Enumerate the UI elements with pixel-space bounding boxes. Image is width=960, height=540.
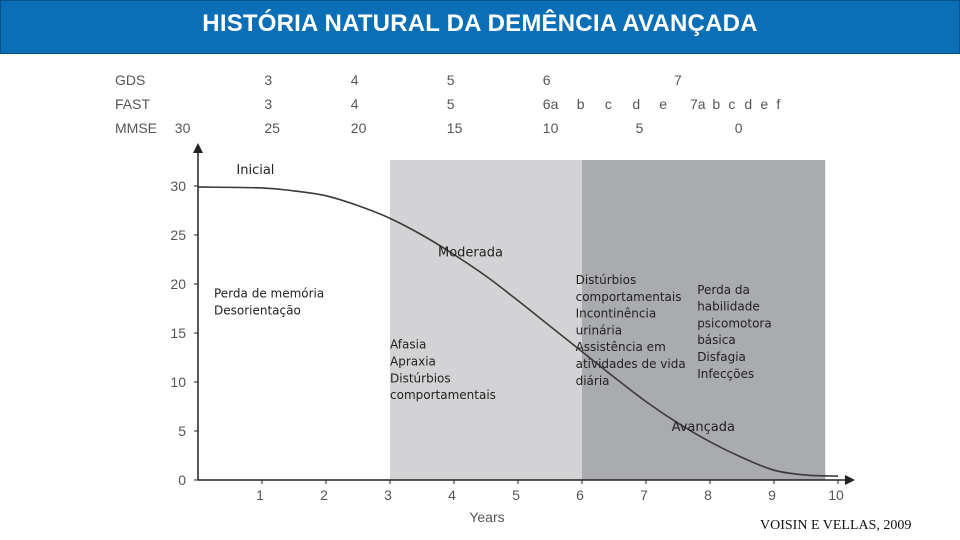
symptom-line: comportamentais: [390, 388, 496, 402]
gds-scale-value-2: 5: [447, 72, 455, 88]
mmse-scale-value-6: 0: [735, 120, 743, 136]
x-tick-label-2: 2: [320, 487, 328, 503]
source-credit: VOISIN E VELLAS, 2009: [760, 518, 912, 533]
symptom-line: Distúrbios: [390, 371, 451, 385]
mmse-scale-value-3: 15: [447, 120, 463, 136]
fast-scale-value-0: 3: [264, 96, 272, 112]
y-tick-label-0: 0: [178, 472, 186, 488]
y-tick-label-5: 5: [178, 423, 186, 439]
fast-scale-value-3: 6a: [543, 96, 559, 112]
y-tick-label-25: 25: [170, 227, 186, 243]
symptom-line: urinária: [576, 323, 622, 337]
stage-label-1: Moderada: [438, 246, 503, 261]
symptom-line: Infecções: [697, 367, 754, 381]
stage-band-0: [390, 160, 582, 480]
x-tick-label-6: 6: [576, 487, 584, 503]
stage-band-1: [582, 160, 826, 480]
symptom-annotation-2: Distúrbios comportamentais Incontinência ur…: [576, 273, 686, 388]
symptom-line: psicomotora: [697, 316, 772, 330]
gds-scale-value-4: 7: [674, 72, 682, 88]
symptom-line: Apraxia: [390, 354, 436, 368]
fast-scale-value-11: d: [744, 96, 752, 112]
stage-label-0: Inicial: [236, 163, 274, 178]
gds-scale-label: GDS: [115, 72, 145, 88]
x-tick-label-3: 3: [384, 487, 392, 503]
y-tick-label-30: 30: [170, 178, 186, 194]
x-tick-label-8: 8: [704, 487, 712, 503]
y-tick-label-20: 20: [170, 276, 186, 292]
symptom-annotation-1: Afasia Apraxia Distúrbios comportamentais: [390, 338, 496, 402]
fast-scale-value-12: e: [760, 96, 768, 112]
y-tick-label-10: 10: [170, 374, 186, 390]
symptom-line: Desorientação: [214, 304, 301, 318]
gds-scale-value-1: 4: [351, 72, 359, 88]
x-tick-label-5: 5: [512, 487, 520, 503]
symptom-line: Perda da: [697, 283, 750, 297]
x-axis-arrow: [845, 475, 855, 485]
symptom-line: Afasia: [390, 338, 426, 352]
x-axis-title: Years: [469, 509, 504, 525]
symptom-line: Incontinência: [576, 307, 657, 321]
symptom-line: Distúrbios: [576, 273, 637, 287]
mmse-scale-value-4: 10: [543, 120, 559, 136]
symptom-line: habilidade: [697, 300, 760, 314]
chart-axes: 1 2 3 4 5 6 7 8 9 10 0 5 10 15 20 25 30 Years: [170, 143, 855, 525]
mmse-scale-value-2: 20: [351, 120, 367, 136]
y-axis-arrow: [193, 143, 203, 153]
mmse-scale-value-5: 5: [636, 120, 644, 136]
gds-scale-value-3: 6: [543, 72, 551, 88]
symptom-line: Assistência em: [576, 340, 666, 354]
x-tick-label-9: 9: [768, 487, 776, 503]
fast-scale-value-6: d: [632, 96, 640, 112]
mmse-scale-value-0: 30: [175, 120, 191, 136]
stage-label-2: Avançada: [672, 420, 735, 435]
mmse-scale-label: MMSE: [115, 120, 157, 136]
fast-scale-value-8: 7a: [690, 96, 706, 112]
symptom-line: diária: [576, 374, 610, 388]
symptom-line: básica: [697, 333, 736, 347]
fast-scale-label: FAST: [115, 96, 150, 112]
mmse-scale-value-1: 25: [264, 120, 280, 136]
symptom-annotation-0: Perda de memória Desorientação: [214, 287, 324, 318]
symptom-annotations: Inicial Moderada Avançada Perda de memória D…: [214, 163, 772, 435]
x-tick-label-10: 10: [828, 487, 844, 503]
x-tick-label-1: 1: [256, 487, 264, 503]
y-tick-label-15: 15: [170, 325, 186, 341]
symptom-line: Perda de memória: [214, 287, 324, 301]
fast-scale-value-10: c: [728, 96, 735, 112]
fast-scale-value-7: e: [659, 96, 667, 112]
fast-scale-value-5: c: [605, 96, 612, 112]
page-title: HISTÓRIA NATURAL DA DEMÊNCIA AVANÇADA: [202, 10, 758, 37]
x-tick-label-7: 7: [640, 487, 648, 503]
fast-scale-value-1: 4: [351, 96, 359, 112]
title-bar: [0, 0, 960, 54]
fast-scale-value-9: b: [712, 96, 720, 112]
gds-scale-value-0: 3: [264, 72, 272, 88]
symptom-line: atividades de vida: [576, 357, 686, 371]
symptom-line: comportamentais: [576, 290, 682, 304]
stage-bands: [390, 160, 826, 480]
symptom-annotation-3: Perda da habilidade psicomotora básica Disfa…: [697, 283, 772, 381]
symptom-line: Disfagia: [697, 350, 746, 364]
x-tick-label-4: 4: [448, 487, 456, 503]
fast-scale-value-13: f: [776, 96, 780, 112]
fast-scale-value-2: 5: [447, 96, 455, 112]
fast-scale-value-4: b: [577, 96, 585, 112]
decline-curve: [197, 186, 839, 477]
mmse-decline-line: [197, 186, 839, 477]
